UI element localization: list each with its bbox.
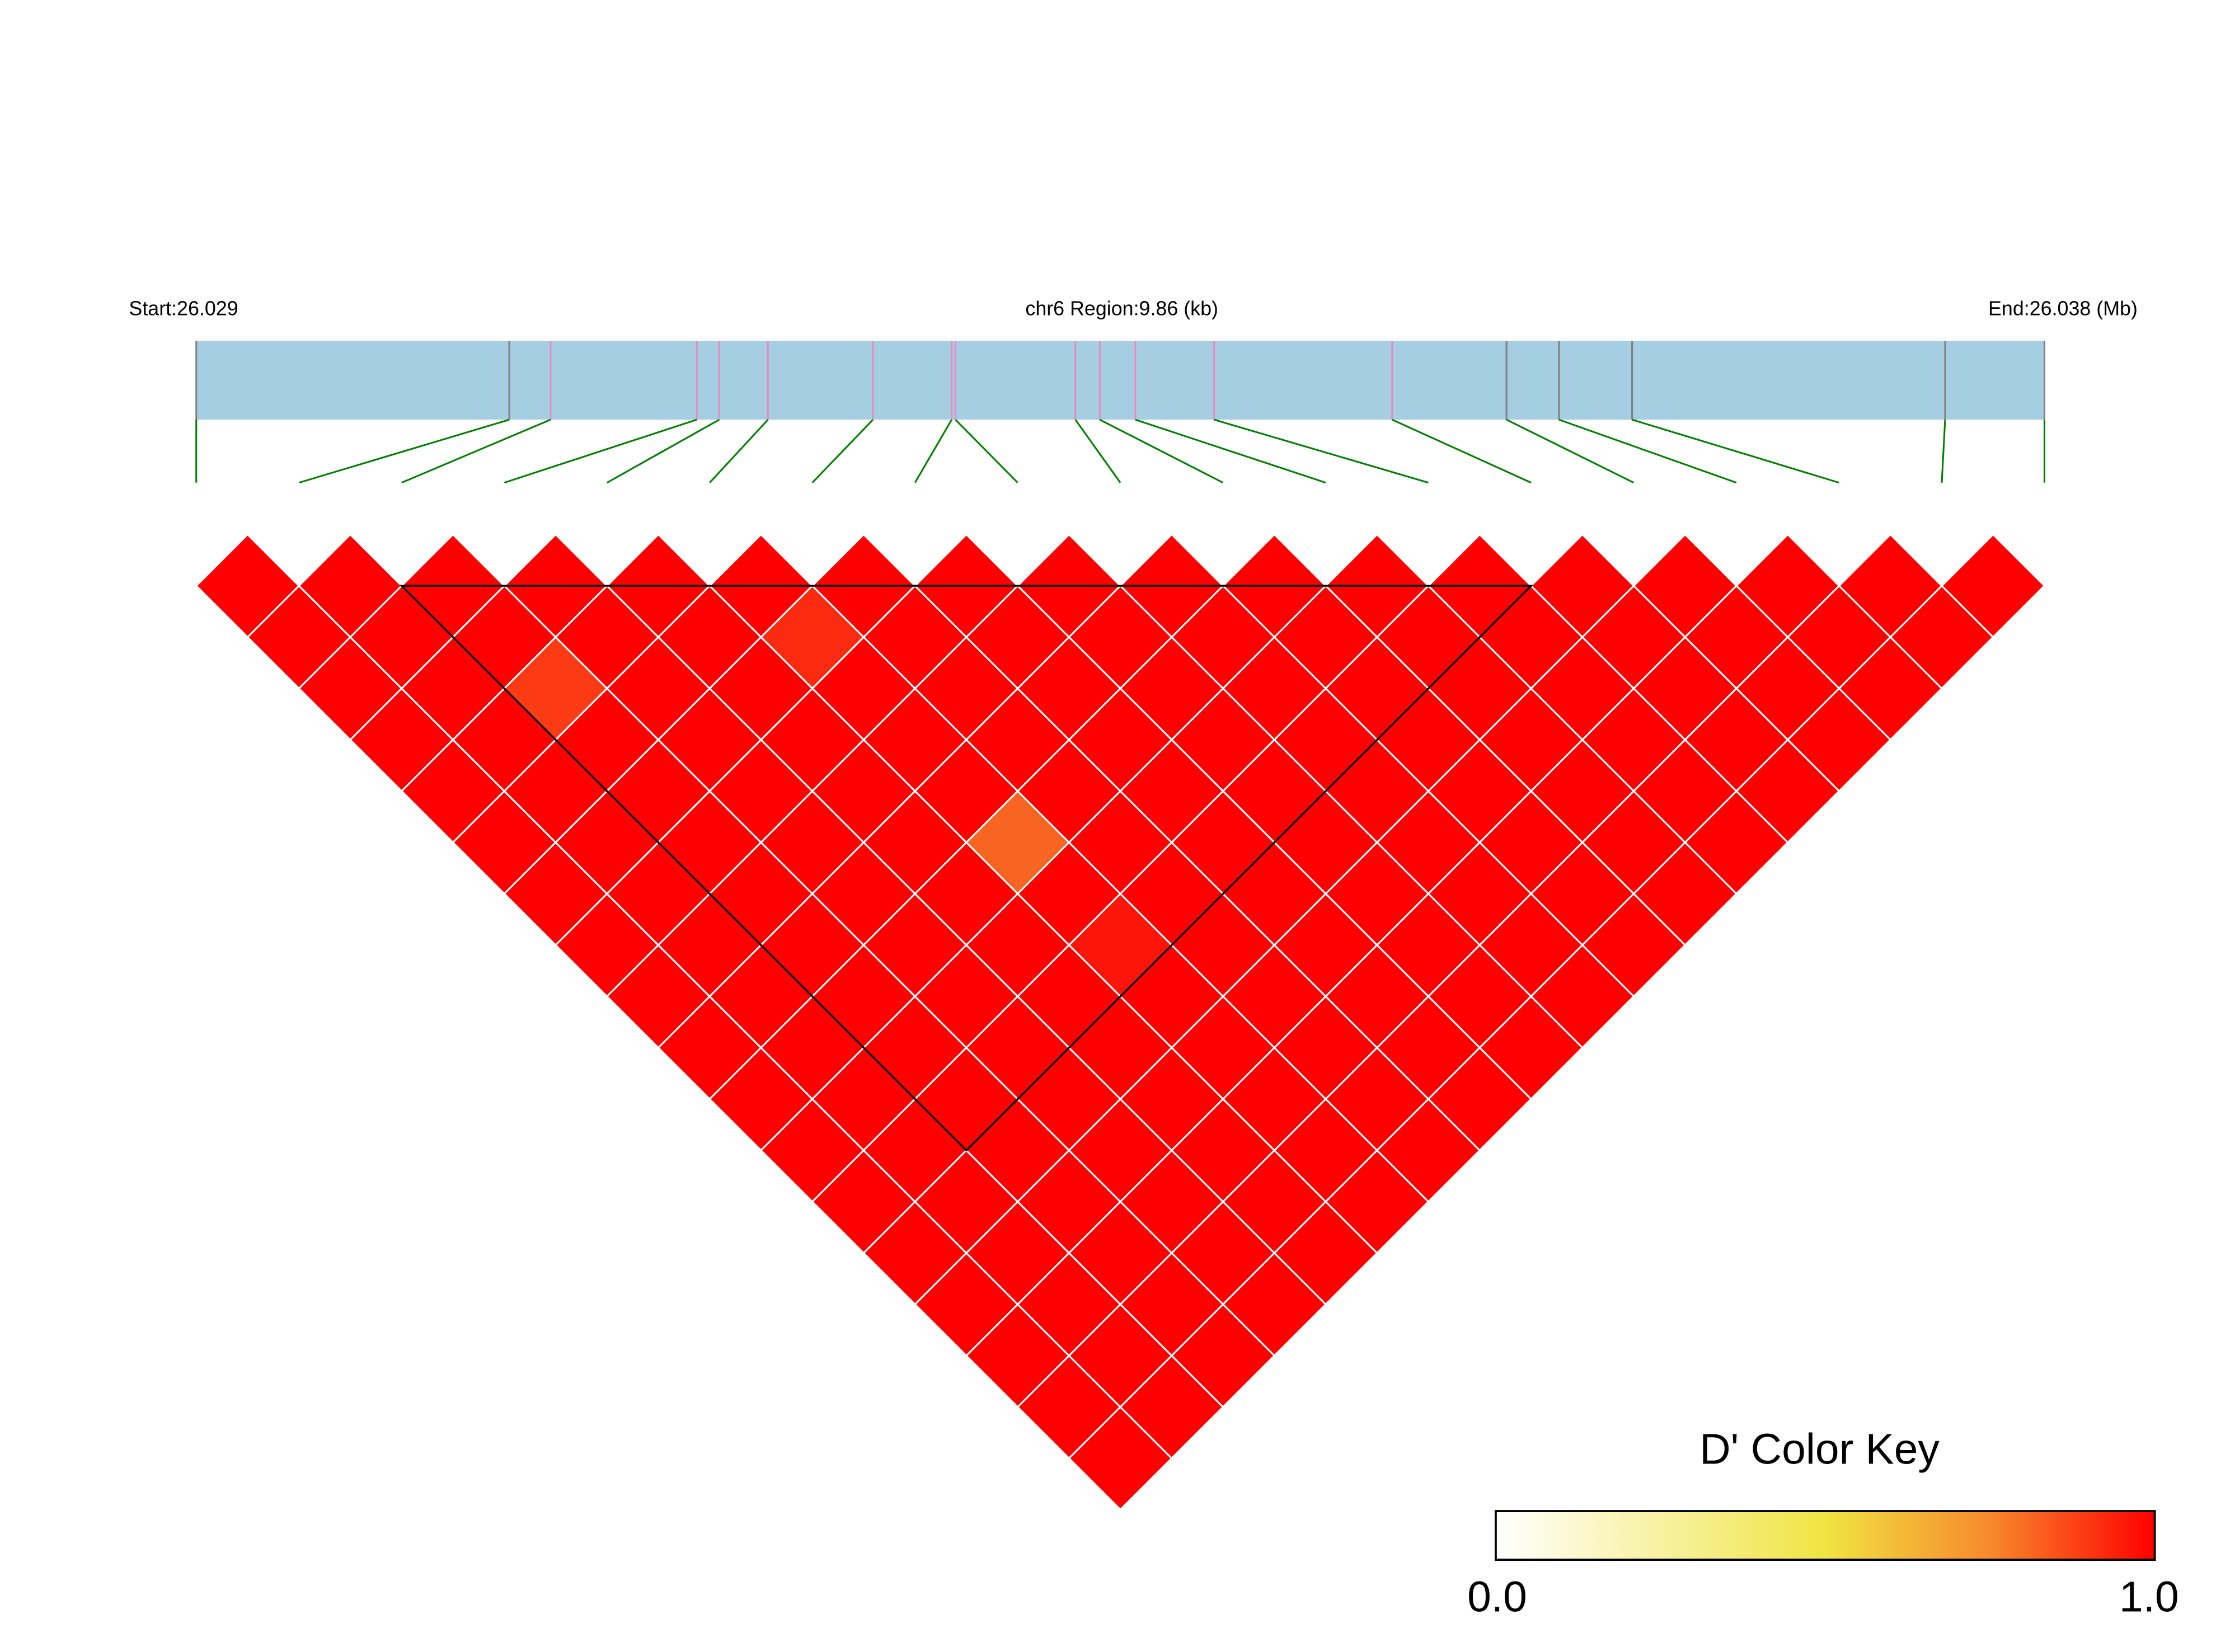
- ld-cells: [195, 533, 2046, 1511]
- legend-title: D' Color Key: [1699, 1425, 1940, 1474]
- snp-connector-line: [1074, 419, 1121, 483]
- snp-connector-line: [1214, 418, 1429, 484]
- legend-color-bar: [1494, 1510, 2156, 1561]
- legend-min-label: 0.0: [1467, 1573, 1527, 1621]
- snp-connector-line: [811, 419, 874, 483]
- gene-region-bar: [196, 341, 2045, 420]
- snp-connector-line: [1135, 418, 1326, 484]
- snp-connector-line: [1632, 418, 1839, 484]
- snp-connector-line: [914, 419, 952, 483]
- snp-connector-line: [298, 418, 510, 484]
- snp-connector-line: [1558, 418, 1737, 484]
- snp-connector-line: [1392, 418, 1532, 484]
- snp-connector-line: [1099, 418, 1224, 484]
- snp-ticks: [195, 341, 2046, 420]
- snp-connector-line: [1506, 418, 1635, 484]
- snp-connector-line: [1941, 420, 1946, 483]
- ld-cell: [1940, 533, 2046, 639]
- snp-connector-line: [955, 419, 1018, 483]
- start-label: Start:26.029: [129, 297, 238, 319]
- snp-connector-line: [709, 419, 769, 483]
- end-label: End:26.038 (Mb): [1988, 297, 2138, 319]
- snp-connectors: [195, 418, 2046, 484]
- legend-max-label: 1.0: [2119, 1573, 2179, 1621]
- snp-connector-line: [504, 418, 697, 484]
- region-label: chr6 Region:9.86 (kb): [1025, 297, 1218, 319]
- snp-connector-line: [606, 418, 720, 484]
- snp-connector-line: [401, 418, 551, 484]
- haplotype-block-outline: [399, 585, 1534, 1152]
